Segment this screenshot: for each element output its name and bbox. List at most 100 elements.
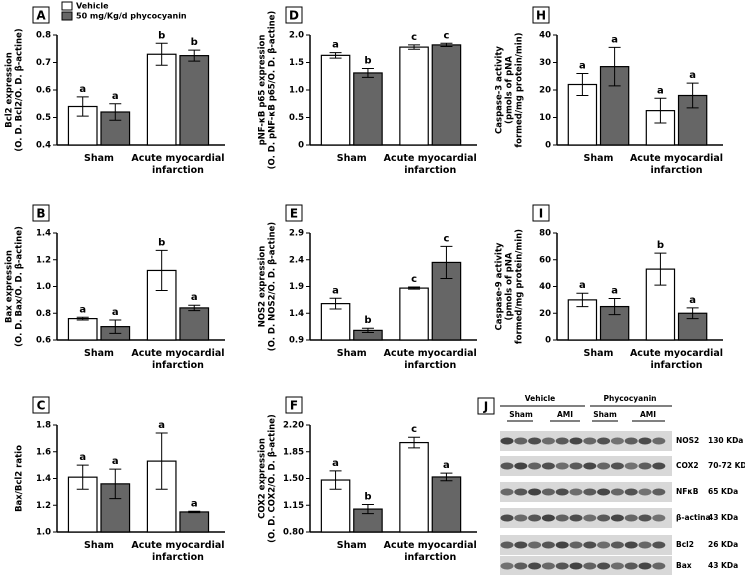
blot-band [597, 488, 611, 496]
x-tick-label: Sham [336, 153, 367, 164]
blot-band [610, 437, 624, 445]
significance-letter: c [411, 424, 417, 435]
bar [179, 55, 210, 146]
y-axis-label: Caspase-9 activity [495, 242, 505, 330]
panel-box [32, 396, 50, 414]
protein-label: β-actina [676, 513, 711, 522]
panel-label: E [290, 207, 298, 221]
blot-band [638, 488, 652, 496]
blot-band [610, 488, 624, 496]
y-axis-label: (pmols of pNA [505, 56, 515, 124]
panel-box [477, 397, 495, 415]
bar [431, 476, 462, 533]
blot-band [583, 462, 597, 470]
error-bar [155, 42, 168, 66]
group-label: Vehicle [525, 394, 556, 403]
blot-band [514, 541, 528, 549]
panel-box [32, 6, 50, 24]
x-tick-label: Acute myocardial infarction [131, 348, 225, 371]
blot-band [597, 514, 611, 522]
blot-band [569, 562, 583, 570]
blot-band [597, 541, 611, 549]
error-bar [76, 316, 89, 321]
y-axis-label: Bax expression [5, 250, 15, 323]
blot-band [652, 541, 666, 549]
blot-band [528, 488, 542, 496]
bar [67, 318, 98, 341]
blot-band [652, 562, 666, 570]
protein-label: NFκB [676, 487, 699, 496]
blot-band [638, 437, 652, 445]
error-bar [608, 46, 621, 87]
group-label: Phycocyanin [604, 394, 657, 403]
panel-box [32, 204, 50, 222]
significance-letter: a [332, 458, 339, 469]
blot-band [500, 437, 514, 445]
blot-band [528, 514, 542, 522]
blot-band [541, 488, 555, 496]
blot-band [652, 437, 666, 445]
blot-band [541, 462, 555, 470]
y-tick-label: 1.50 [283, 474, 304, 484]
blot-band [610, 462, 624, 470]
y-axis-label: (O. D. Bcl2/O. D. β-actine) [15, 28, 25, 151]
y-tick-label: 2.9 [289, 229, 304, 239]
y-tick-label: 10 [539, 113, 551, 123]
y-tick-label: 0.5 [36, 113, 51, 123]
panel-label: H [536, 9, 546, 23]
y-tick-label: 0.9 [289, 336, 304, 346]
subgroup-label: AMI [640, 410, 656, 419]
panel-box [532, 204, 550, 222]
bar [399, 287, 429, 341]
y-tick-label: 0 [545, 141, 551, 151]
blot-band [500, 462, 514, 470]
error-bar [329, 470, 342, 490]
bar [399, 441, 429, 533]
error-bar [188, 510, 201, 514]
y-tick-label: 1.15 [283, 501, 304, 511]
y-tick-label: 1.2 [36, 255, 51, 265]
error-bar [440, 42, 453, 48]
y-tick-label: 1.4 [289, 309, 304, 319]
bar [179, 307, 210, 341]
legend-label: Vehicle [76, 2, 109, 11]
significance-letter: a [112, 307, 119, 318]
bar [320, 303, 351, 341]
panel-box [285, 204, 303, 222]
significance-letter: a [332, 285, 339, 296]
blot-band [638, 462, 652, 470]
x-tick-label: Sham [84, 153, 114, 164]
y-tick-label: 1.85 [283, 447, 304, 457]
blot-band [514, 488, 528, 496]
y-tick-label: 0 [545, 336, 551, 346]
size-label: 130 KDa [708, 436, 743, 445]
bar [431, 44, 462, 146]
significance-letter: a [79, 452, 86, 463]
blot-band [624, 514, 638, 522]
blot-band [514, 462, 528, 470]
size-label: 43 KDa [708, 513, 738, 522]
error-bar [329, 297, 342, 310]
blot-band [541, 437, 555, 445]
error-bar [361, 327, 374, 334]
bar [399, 46, 429, 146]
blot-band [569, 462, 583, 470]
bar [431, 261, 462, 341]
blot-band [555, 562, 569, 570]
significance-letter: a [579, 280, 586, 291]
blot-band [583, 437, 597, 445]
error-bar [76, 96, 89, 117]
error-bar [608, 298, 621, 316]
y-tick-label: 0 [298, 141, 304, 151]
significance-letter: a [191, 292, 198, 303]
blot-band [500, 541, 514, 549]
y-tick-label: 30 [539, 58, 551, 68]
legend-swatch [61, 1, 73, 11]
y-axis-label: Bcl2 expression [5, 52, 15, 128]
y-tick-label: 1.2 [36, 501, 51, 511]
blot-band [624, 488, 638, 496]
blot-band [638, 562, 652, 570]
y-tick-label: 1.0 [36, 528, 51, 538]
blot-band [610, 514, 624, 522]
